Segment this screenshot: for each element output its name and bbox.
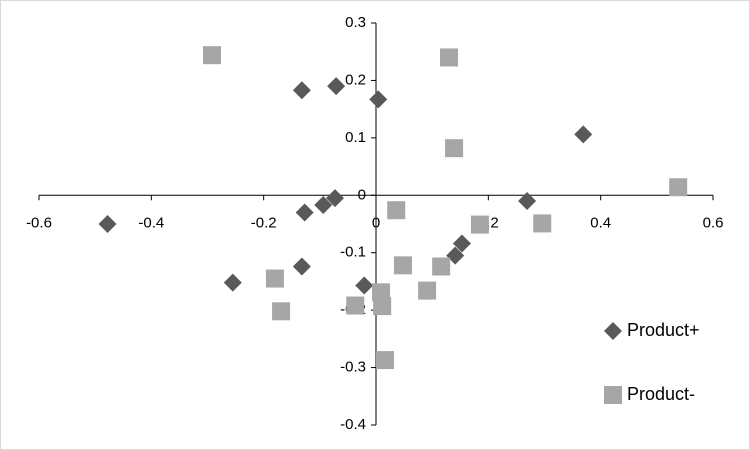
- diamond-marker: [604, 322, 622, 340]
- diamond-marker: [292, 81, 311, 100]
- square-marker: [533, 214, 552, 233]
- square-marker: [372, 283, 391, 302]
- square-marker: [418, 281, 437, 300]
- legend-label: Product-: [627, 384, 695, 404]
- diamond-marker: [98, 215, 117, 233]
- square-marker: [604, 386, 622, 404]
- x-tick-label: 0.4: [590, 214, 611, 231]
- x-tick-label: -0.4: [138, 214, 164, 231]
- y-tick-label: 0.1: [345, 129, 366, 146]
- square-marker: [387, 201, 406, 220]
- x-tick-label: 0.6: [703, 214, 724, 231]
- square-marker: [440, 48, 459, 67]
- square-marker: [393, 256, 412, 275]
- x-tick-label: 0: [372, 214, 380, 231]
- x-tick-label: -0.2: [251, 214, 277, 231]
- y-tick-label: -0.4: [340, 416, 366, 433]
- square-marker: [202, 46, 221, 65]
- y-tick-label: 0.3: [345, 14, 366, 31]
- square-marker: [445, 139, 464, 158]
- legend-label: Product+: [627, 320, 700, 340]
- diamond-marker: [355, 276, 374, 295]
- diamond-marker: [452, 234, 471, 253]
- diamond-marker: [325, 189, 344, 208]
- diamond-marker: [369, 90, 388, 109]
- diamond-marker: [292, 257, 311, 276]
- square-marker: [265, 269, 284, 288]
- legend: Product+ Product-: [604, 320, 700, 404]
- diamond-marker: [223, 273, 242, 292]
- y-tick-label: 0.2: [345, 71, 366, 88]
- square-marker: [669, 178, 688, 197]
- square-marker: [375, 351, 394, 370]
- square-marker: [373, 297, 392, 316]
- diamond-marker: [574, 125, 593, 144]
- y-tick-label: -0.1: [340, 244, 366, 261]
- y-tick-label: 0: [358, 186, 366, 203]
- square-marker: [272, 302, 291, 321]
- diamond-marker: [518, 192, 537, 211]
- y-tick-label: -0.3: [340, 359, 366, 376]
- diamond-marker: [314, 196, 333, 215]
- diamond-marker: [446, 246, 465, 265]
- square-marker: [470, 215, 489, 234]
- diamond-marker: [327, 77, 346, 96]
- x-tick-label: -0.6: [26, 214, 52, 231]
- square-marker: [432, 257, 451, 276]
- square-marker: [346, 296, 365, 315]
- diamond-marker: [295, 203, 314, 222]
